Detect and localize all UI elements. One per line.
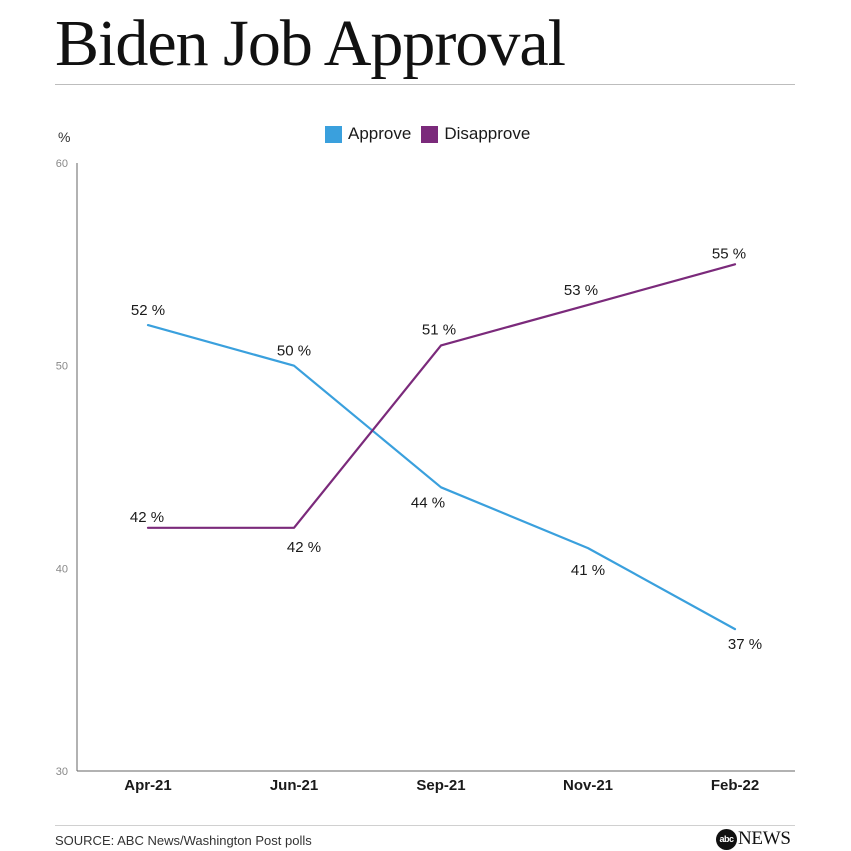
y-tick-labels: 30 40 50 60 <box>56 158 68 778</box>
chart-title: Biden Job Approval <box>55 7 566 80</box>
x-tick-label: Sep-21 <box>416 777 465 794</box>
news-logo-word: NEWS <box>738 828 791 849</box>
y-axis-unit-label: % <box>58 129 70 145</box>
legend: Approve Disapprove <box>325 124 540 144</box>
legend-swatch-disapprove <box>421 125 439 143</box>
data-labels: 52 % 50 % 44 % 41 % 37 % 42 % 42 % 51 % 53 % 55 % <box>130 245 762 653</box>
abc-logo-mark: abc <box>716 828 737 850</box>
legend-item-disapprove: Disapprove <box>421 124 530 144</box>
title-divider <box>55 84 795 85</box>
approve-data-label: 37 % <box>728 636 762 653</box>
y-tick-label: 40 <box>56 563 68 575</box>
legend-label-disapprove: Disapprove <box>444 124 531 143</box>
disapprove-data-label: 55 % <box>712 245 746 262</box>
abc-news-logo: abc NEWS <box>716 828 791 850</box>
disapprove-data-label: 42 % <box>130 509 164 526</box>
legend-label-approve: Approve <box>348 124 412 143</box>
legend-item-approve: Approve <box>325 124 411 144</box>
disapprove-data-label: 42 % <box>287 539 321 556</box>
disapprove-series-line <box>146 263 737 529</box>
x-tick-label: Feb-22 <box>711 777 759 794</box>
approve-data-label: 50 % <box>277 343 311 360</box>
x-tick-label: Jun-21 <box>270 777 318 794</box>
legend-swatch-approve <box>325 125 342 143</box>
x-tick-labels: Apr-21 Jun-21 Sep-21 Nov-21 Feb-22 <box>124 777 759 794</box>
source-note: SOURCE: ABC News/Washington Post polls <box>55 833 312 848</box>
approve-data-label: 52 % <box>131 302 165 319</box>
approve-data-label: 41 % <box>571 562 605 579</box>
y-tick-label: 50 <box>56 361 68 373</box>
y-tick-label: 30 <box>56 766 68 778</box>
series-lines <box>146 263 737 631</box>
x-tick-label: Nov-21 <box>563 777 613 794</box>
approve-series-line <box>146 324 737 631</box>
disapprove-data-label: 53 % <box>564 282 598 299</box>
y-tick-label: 60 <box>56 158 68 170</box>
disapprove-data-label: 51 % <box>422 321 456 338</box>
footer-divider <box>55 825 795 826</box>
x-tick-label: Apr-21 <box>124 777 172 794</box>
approve-data-label: 44 % <box>411 494 445 511</box>
